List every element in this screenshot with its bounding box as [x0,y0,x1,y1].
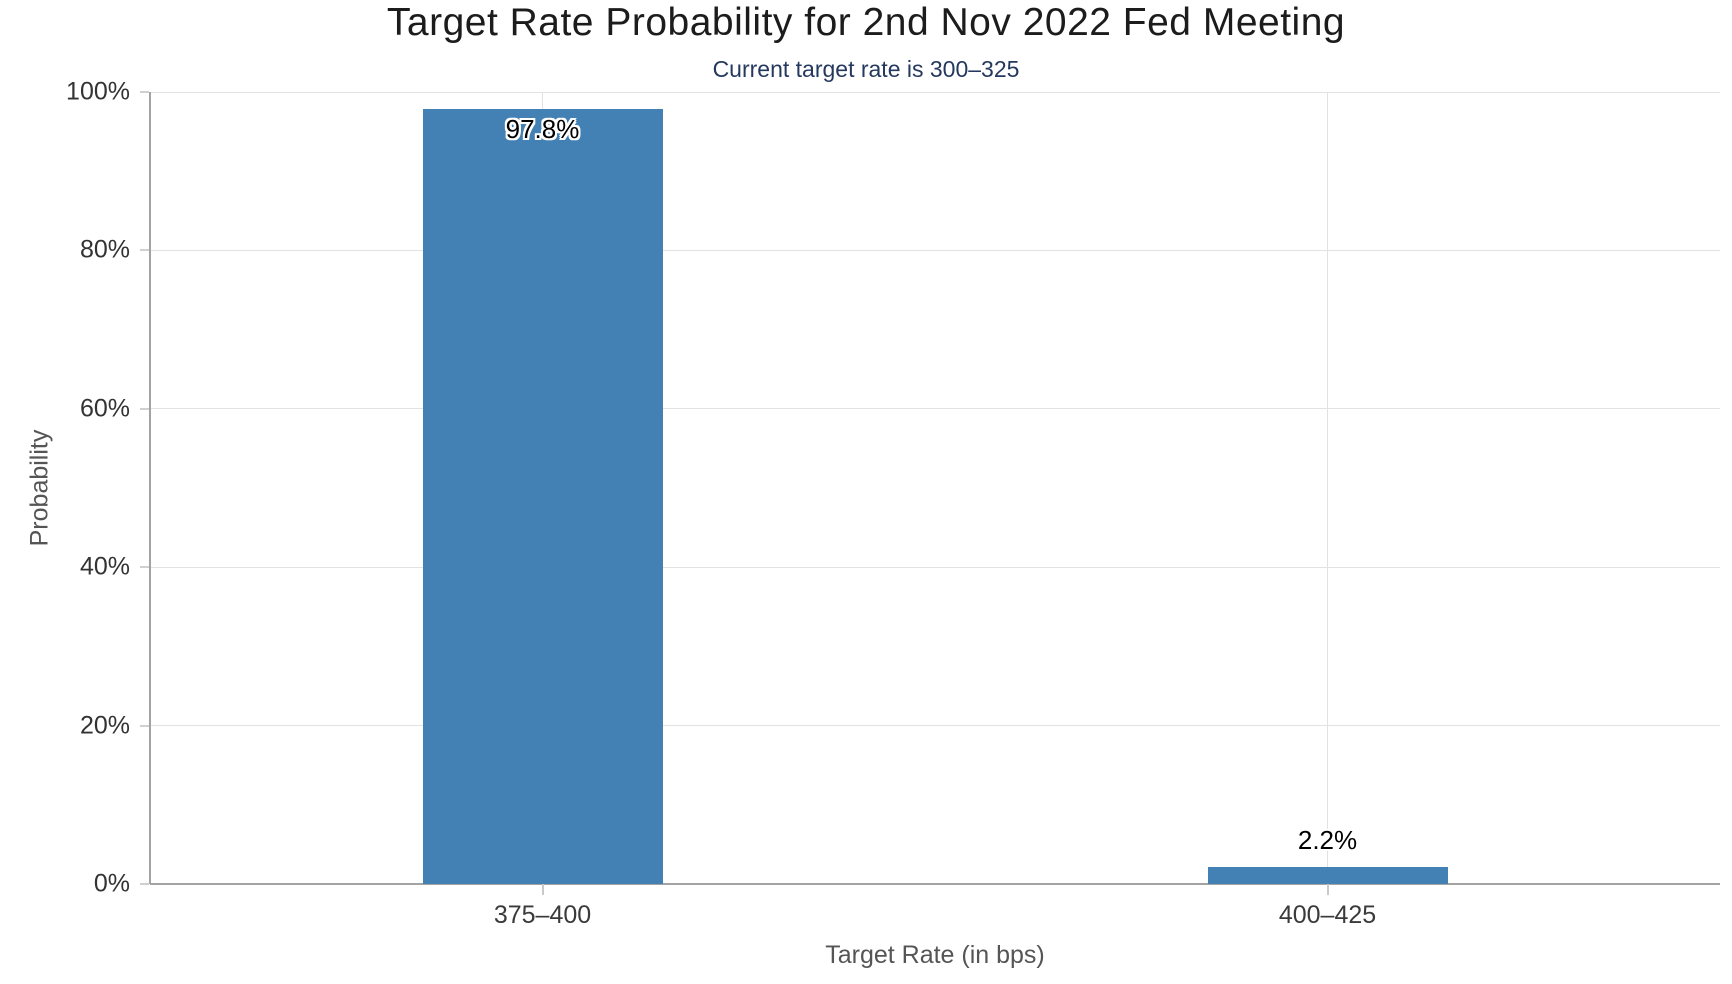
x-axis-line [150,883,1720,885]
bar-375–400[interactable] [422,109,663,884]
chart-subtitle: Current target rate is 300–325 [712,56,1020,82]
y-tick-label: 80% [79,235,130,264]
y-tick-label: 40% [79,552,130,581]
horizontal-gridline [150,725,1720,727]
x-axis-title: Target Rate (in bps) [825,941,1045,969]
y-tick-label: 60% [79,394,130,423]
bar-value-label: 97.8% [505,114,580,145]
chart-title: Target Rate Probability for 2nd Nov 2022… [386,1,1346,44]
y-axis-tick [140,566,149,569]
x-axis-tick [541,884,544,895]
horizontal-gridline [150,249,1720,251]
horizontal-gridline [150,566,1720,568]
y-axis-line [149,92,151,884]
y-axis-tick [140,91,149,93]
bar-400–425[interactable] [1207,866,1448,884]
x-tick-label: 375–400 [493,901,592,929]
y-tick-label: 20% [79,711,130,740]
vertical-gridline [1327,92,1328,884]
y-axis-title: Probability [25,429,54,547]
bar-value-label: 2.2% [1297,824,1358,855]
horizontal-gridline [150,408,1720,410]
x-axis-tick [1326,884,1329,895]
x-tick-label: 400–425 [1278,901,1377,929]
y-axis-tick [140,883,149,885]
y-axis-tick [140,724,149,727]
plot-area: 0% 20% 40% 60% 80% 100% 97.8% 375–400 2.2% 400–42… [66,78,1720,929]
y-tick-label: 100% [66,77,130,106]
y-axis-tick [140,249,149,252]
y-tick-label: 0% [93,869,130,898]
y-axis-tick [140,407,149,410]
horizontal-gridline [150,91,1720,93]
